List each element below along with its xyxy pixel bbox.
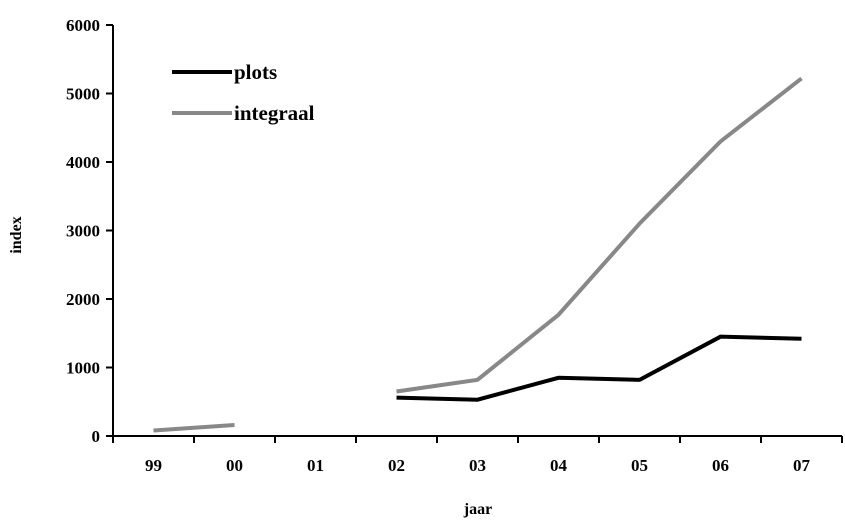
x-tick-label: 01 bbox=[307, 456, 324, 475]
y-tick-label: 0 bbox=[92, 427, 101, 446]
legend-label-plots: plots bbox=[234, 60, 277, 84]
y-tick-label: 5000 bbox=[66, 85, 100, 104]
x-tick-label: 04 bbox=[550, 456, 568, 475]
series-line-integraal bbox=[396, 76, 803, 394]
x-ticks: 99 00 01 02 03 04 05 06 07 bbox=[112, 436, 843, 475]
y-axis-label: index bbox=[8, 216, 25, 253]
x-tick-label: 06 bbox=[712, 456, 729, 475]
y-tick-label: 2000 bbox=[66, 290, 100, 309]
series-line-plots bbox=[396, 334, 802, 402]
x-tick-label: 05 bbox=[631, 456, 648, 475]
y-tick-label: 4000 bbox=[66, 153, 100, 172]
series-layer bbox=[153, 76, 803, 433]
x-tick-label: 00 bbox=[226, 456, 243, 475]
y-tick-label: 3000 bbox=[66, 222, 100, 241]
x-tick-label: 02 bbox=[388, 456, 405, 475]
x-tick-label: 03 bbox=[469, 456, 486, 475]
legend-label-integraal: integraal bbox=[234, 101, 315, 125]
legend: plots integraal bbox=[172, 60, 315, 125]
x-axis-label: jaar bbox=[463, 501, 492, 518]
y-ticks: 0 1000 2000 3000 4000 5000 6000 bbox=[66, 16, 113, 446]
y-tick-label: 6000 bbox=[66, 16, 100, 35]
series-line-integraal bbox=[153, 423, 235, 433]
chart-axes bbox=[112, 25, 842, 437]
x-tick-label: 99 bbox=[145, 456, 162, 475]
x-tick-label: 07 bbox=[793, 456, 811, 475]
y-tick-label: 1000 bbox=[66, 359, 100, 378]
